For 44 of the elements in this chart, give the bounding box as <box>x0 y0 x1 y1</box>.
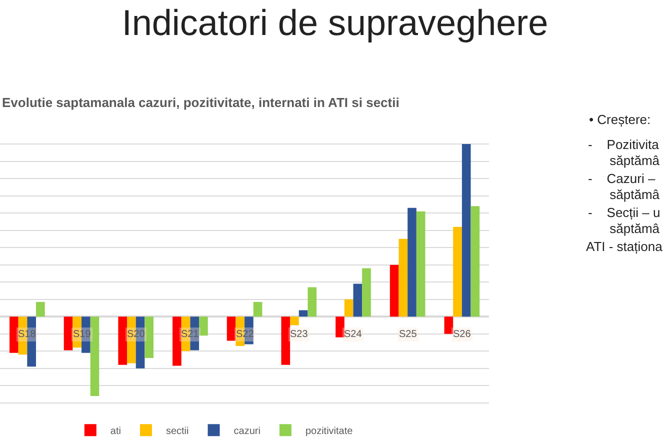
bar <box>462 144 471 317</box>
bar <box>118 316 128 365</box>
bar <box>470 206 480 317</box>
bar <box>64 316 73 350</box>
bar <box>308 287 317 317</box>
text: - Pozitivita <box>588 137 660 152</box>
bar <box>226 316 236 341</box>
bar <box>172 316 182 366</box>
bar <box>10 316 18 353</box>
bar <box>90 316 100 396</box>
text: • Creștere: <box>589 112 651 127</box>
bar <box>353 284 362 317</box>
bar <box>390 264 399 317</box>
text: - Cazuri – <box>588 171 656 186</box>
bar <box>253 302 262 317</box>
legend-label: sectii <box>166 426 189 437</box>
bar <box>281 316 290 365</box>
bar <box>453 226 462 317</box>
bar <box>36 302 45 317</box>
x-tick-label: S25 <box>399 329 418 340</box>
chart-subtitle: Evolutie saptamanala cazuri, pozitivitate, internati in ATI si sectii <box>2 95 400 110</box>
bar <box>336 316 344 338</box>
text: ATI - staționa <box>586 239 664 254</box>
text: săptămâ <box>588 187 660 202</box>
chart-title: Indicatori de supraveghere <box>122 2 548 44</box>
x-tick-label: S26 <box>453 329 472 340</box>
legend-label: pozitivitate <box>305 426 354 437</box>
legend-label: cazuri <box>234 426 260 437</box>
bar <box>144 316 154 358</box>
bar <box>344 299 354 317</box>
bar <box>362 268 371 317</box>
bar <box>199 316 208 336</box>
text: - Secții – u <box>588 205 660 220</box>
bar <box>290 316 299 326</box>
legend-label: ati <box>110 426 121 437</box>
bar <box>408 208 416 317</box>
bar <box>398 238 408 317</box>
bar <box>298 310 308 317</box>
text: săptămâ <box>588 153 660 168</box>
x-tick-label: S24 <box>344 329 362 340</box>
bar <box>444 316 454 334</box>
text: săptămâ <box>588 221 660 236</box>
bar <box>416 211 426 317</box>
x-tick-label: S23 <box>290 329 308 340</box>
